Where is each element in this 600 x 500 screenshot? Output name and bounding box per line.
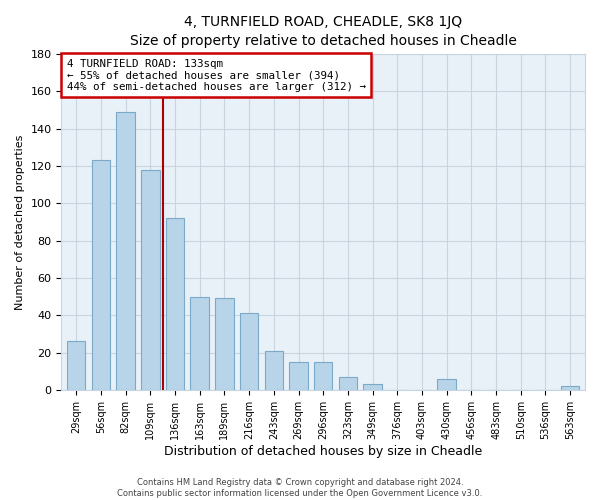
Bar — [67, 342, 85, 390]
Bar — [289, 362, 308, 390]
Title: 4, TURNFIELD ROAD, CHEADLE, SK8 1JQ
Size of property relative to detached houses: 4, TURNFIELD ROAD, CHEADLE, SK8 1JQ Size… — [130, 15, 517, 48]
Text: 4 TURNFIELD ROAD: 133sqm
← 55% of detached houses are smaller (394)
44% of semi-: 4 TURNFIELD ROAD: 133sqm ← 55% of detach… — [67, 59, 365, 92]
Bar — [364, 384, 382, 390]
Bar — [561, 386, 580, 390]
Bar — [141, 170, 160, 390]
Bar — [190, 296, 209, 390]
Bar — [314, 362, 332, 390]
X-axis label: Distribution of detached houses by size in Cheadle: Distribution of detached houses by size … — [164, 444, 482, 458]
Text: Contains HM Land Registry data © Crown copyright and database right 2024.
Contai: Contains HM Land Registry data © Crown c… — [118, 478, 482, 498]
Bar — [240, 314, 259, 390]
Bar — [92, 160, 110, 390]
Bar — [437, 379, 456, 390]
Bar — [116, 112, 135, 390]
Bar — [338, 377, 357, 390]
Bar — [215, 298, 233, 390]
Bar — [166, 218, 184, 390]
Y-axis label: Number of detached properties: Number of detached properties — [15, 134, 25, 310]
Bar — [265, 351, 283, 390]
